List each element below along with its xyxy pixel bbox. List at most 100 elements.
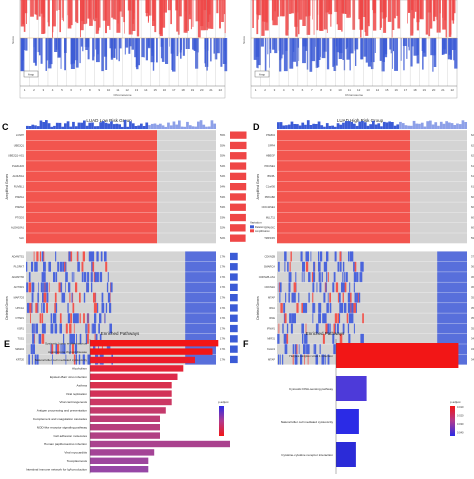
panel-a-del-bar (220, 38, 223, 67)
panel-b-del-bar (349, 38, 354, 54)
amplified-grey-block (410, 130, 467, 244)
oncoprint-top-bar (434, 122, 438, 129)
panel-b-del-bar (354, 38, 359, 50)
panel-b-del-bar (316, 38, 320, 68)
amplified-gene-label: UBE2Q1-AS1 (8, 154, 25, 158)
deleted-right-block (437, 313, 467, 324)
panel-a-del-bar (180, 38, 182, 59)
panel-b-del-bar (289, 38, 294, 69)
amplified-gene-label: CDC42SE1 (262, 205, 276, 209)
panel-b-x-tick: 10 (338, 88, 342, 92)
panel-a-amp-bar (224, 0, 226, 34)
deleted-cell (94, 271, 97, 283)
deleted-cell (81, 271, 83, 283)
panel-b-amp-bar (341, 0, 343, 32)
panel-b-del-bar (408, 38, 409, 47)
deleted-cell (43, 282, 46, 293)
oncoprint-top-bar (150, 123, 154, 129)
deleted-cell (285, 333, 289, 344)
deleted-cell (287, 261, 289, 272)
panel-a-x-tick: 20 (200, 88, 204, 92)
deleted-right-block (185, 313, 216, 324)
panel-a-ylabel: Score (11, 36, 15, 44)
deleted-right-block (437, 323, 467, 334)
oncoprint-top-bar (134, 126, 138, 129)
oncoprint-top-bar (121, 126, 124, 129)
enrichment-bar (90, 398, 172, 406)
deleted-cell (329, 302, 332, 314)
panel-a-del-bar (210, 38, 212, 62)
deleted-cell (71, 292, 73, 303)
panel-b-amp-bar (288, 0, 292, 14)
oncoprint-top-bar (83, 120, 86, 129)
panel-a-del-bar (207, 38, 209, 51)
amplified-gene-label: HBEGF (266, 154, 275, 158)
oncoprint-top-bar (58, 122, 62, 129)
oncoprint-top-bar (210, 120, 214, 129)
deleted-cell (360, 271, 363, 283)
deleted-cell (91, 323, 93, 334)
panel-b-del-bar (272, 38, 275, 50)
amplified-gene-label: C1orf56 (266, 185, 276, 189)
panel-a-x-tick: 17 (172, 88, 176, 92)
deleted-cell (315, 354, 318, 365)
panel-a-del-bar (213, 38, 216, 54)
deleted-cell (30, 313, 31, 324)
oncoprint-top-bar (207, 126, 211, 129)
deleted-cell (355, 302, 357, 314)
oncoprint-top-bar (55, 122, 59, 129)
oncoprint-top-bar (377, 123, 381, 129)
deleted-right-block (437, 292, 467, 303)
oncoprint-top-bar (169, 125, 173, 129)
deleted-cell (283, 302, 286, 314)
oncoprint-top-bar (28, 126, 32, 129)
deleted-cell (356, 271, 359, 283)
deleted-cell (324, 354, 326, 365)
amplified-gene-label: PNMA1 (15, 195, 24, 199)
deleted-cell (53, 313, 56, 324)
deleted-cell (282, 354, 283, 365)
deleted-gene-label: IFNE (269, 316, 275, 320)
deleted-cell (68, 282, 71, 293)
deleted-cell (348, 313, 350, 324)
panel-a-amp-bar (36, 0, 39, 20)
deleted-cell (88, 251, 92, 262)
enrichment-bar (90, 348, 213, 355)
panel-b-amp-bar (380, 0, 382, 28)
amplified-gene-label: SLK (19, 236, 24, 240)
oncoprint-top-bar (431, 124, 435, 129)
deleted-cell (31, 302, 33, 314)
panel-a-x-tick: 2 (33, 88, 35, 92)
panel-a-x-tick: 10 (107, 88, 111, 92)
oncoprint-top-bar (93, 126, 97, 129)
panel-a-amp-bar (80, 0, 84, 31)
deleted-cell (303, 302, 306, 314)
oncoprint-top-bar (96, 126, 100, 129)
panel-a-del-bar (79, 38, 81, 64)
oncoprint-top-bar (296, 124, 299, 129)
panel-b-del-bar (406, 38, 408, 59)
panel-b-amp-bar (436, 0, 441, 33)
deleted-cell (326, 302, 329, 314)
enrichment-bar (90, 356, 195, 364)
deleted-cell (37, 292, 39, 303)
deleted-cell (337, 261, 340, 272)
deleted-cell (306, 261, 309, 272)
panel-b-del-bar (448, 38, 452, 55)
panel-a-del-bar (38, 38, 41, 56)
deleted-right-block (185, 292, 216, 303)
oncoprint-top-bar (450, 123, 454, 129)
panel-title: LUAD Low Risk Group (86, 118, 132, 123)
amplified-gene-label: BNIPL (268, 174, 276, 178)
panel-b-amp-bar (387, 0, 392, 22)
panel-b-x-tick: 1 (255, 88, 257, 92)
deleted-cell (71, 271, 73, 283)
deleted-cell (325, 282, 327, 293)
oncoprint-top-bar (197, 121, 200, 129)
oncoprint-top-bar (64, 123, 67, 129)
panel-a-del-bar (87, 38, 90, 60)
panel-b-amp-bar (358, 0, 363, 20)
amplified-gene-label: ALDH5A1 (12, 174, 24, 178)
panel-a-amp-bar (145, 0, 148, 17)
oncoprint-top-bar (437, 125, 440, 129)
